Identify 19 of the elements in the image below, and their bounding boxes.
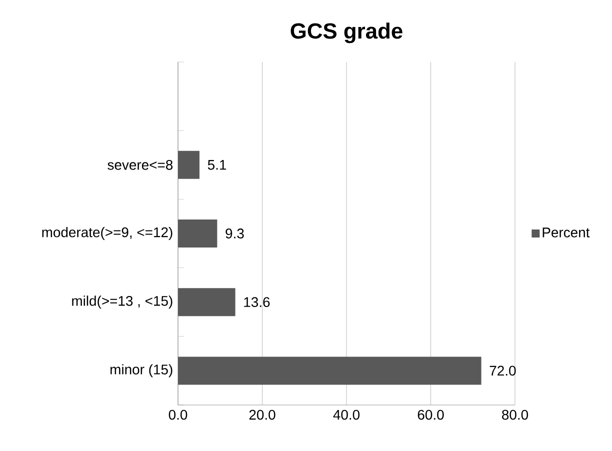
y-tick-label: mild(>=13 , <15) bbox=[72, 296, 172, 309]
text: 13.6 bbox=[244, 297, 270, 308]
bar bbox=[178, 356, 482, 385]
legend-label: Percent bbox=[542, 228, 590, 238]
x-tick-label: 0.0 bbox=[168, 410, 188, 420]
bar bbox=[178, 150, 200, 179]
text: 72.0 bbox=[490, 366, 516, 376]
bar bbox=[178, 288, 236, 316]
chart-title: GCS grade bbox=[290, 22, 402, 44]
x-tick-label: 60.0 bbox=[418, 410, 444, 420]
x-tick-label: 40.0 bbox=[333, 410, 360, 420]
text: 9.3 bbox=[226, 228, 244, 238]
text: 5.1 bbox=[208, 160, 226, 170]
y-tick-label: severe<=8 bbox=[108, 160, 173, 170]
bar bbox=[178, 219, 218, 248]
x-tick-label: 20.0 bbox=[249, 410, 276, 420]
x-tick-label: 80.0 bbox=[502, 410, 528, 420]
y-tick-label: moderate(>=9, <=12) bbox=[42, 227, 172, 240]
y-tick-label: minor (15) bbox=[110, 364, 172, 378]
